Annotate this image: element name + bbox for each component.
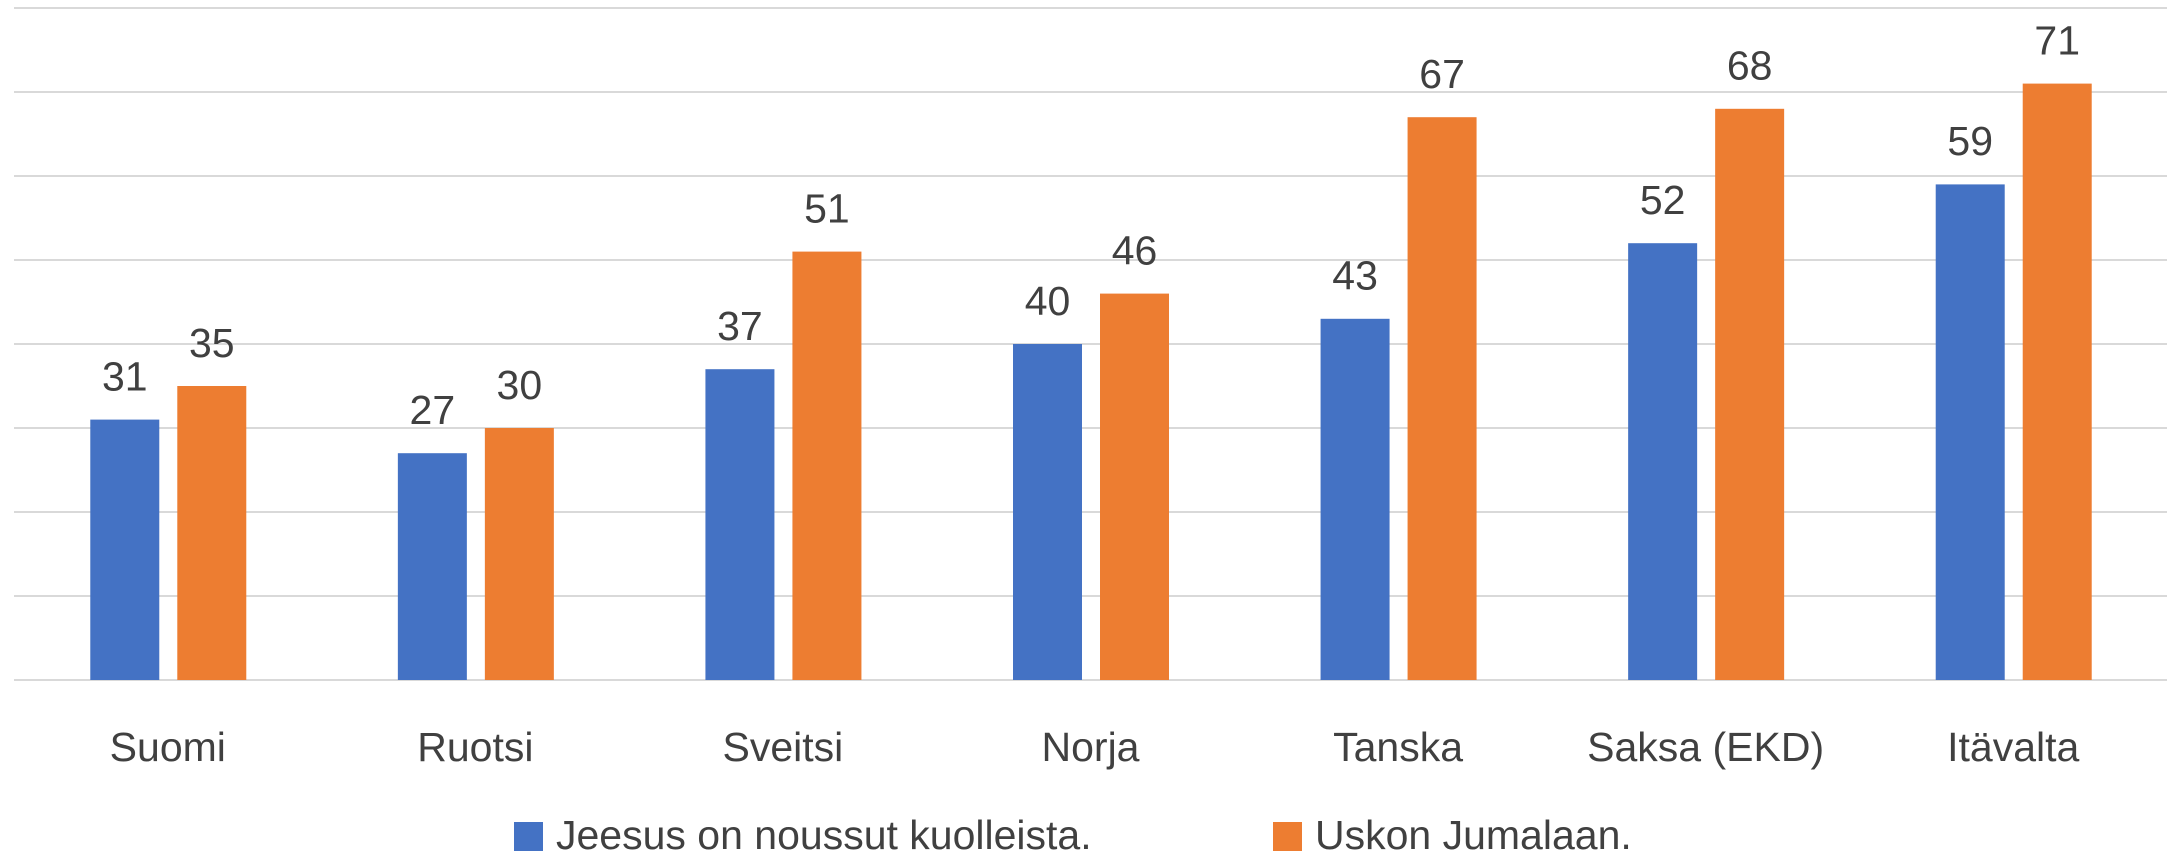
bar [1628,243,1698,680]
value-label: 27 [410,387,456,433]
value-label: 51 [804,185,850,231]
value-label: 30 [497,362,543,408]
value-label: 59 [1947,118,1993,164]
bar [1100,293,1169,680]
bar [705,369,775,680]
bar [1013,344,1082,680]
bar [2022,83,2092,681]
legend-label: Uskon Jumalaan. [1315,812,1632,857]
bar [792,251,862,680]
x-tick-label: Ruotsi [417,724,533,770]
bar [177,386,247,680]
x-tick-label: Itävalta [1947,724,2079,770]
value-label: 52 [1640,177,1686,223]
x-tick-label: Norja [1042,724,1140,770]
legend-swatch [1273,822,1302,851]
value-label: 68 [1727,43,1773,89]
x-tick-label: Sveitsi [723,724,844,770]
bar [1935,184,2005,680]
value-label: 35 [189,320,235,366]
bar [397,453,467,680]
value-label: 46 [1112,227,1158,273]
x-tick-label: Saksa (EKD) [1587,724,1824,770]
x-tick-label: Suomi [110,724,226,770]
value-label: 37 [717,303,763,349]
bar [90,419,160,680]
bar [1407,117,1477,680]
value-label: 71 [2034,17,2080,63]
legend-label: Jeesus on noussut kuolleista. [556,812,1092,857]
value-label: 67 [1419,51,1465,97]
legend-swatch [514,822,543,851]
bar [1715,108,1785,681]
bar [1320,318,1390,680]
value-label: 40 [1025,278,1071,324]
x-tick-label: Tanska [1333,724,1463,770]
bar [484,428,554,680]
value-label: 31 [102,353,148,399]
value-label: 43 [1332,253,1378,299]
